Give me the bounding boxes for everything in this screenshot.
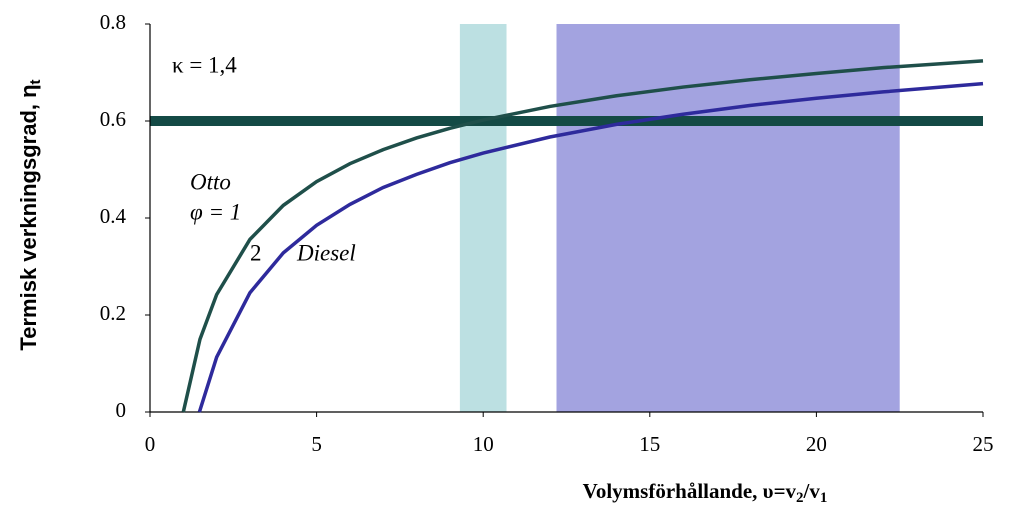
highlight-band <box>556 24 900 412</box>
y-tick-label: 0.6 <box>100 107 126 131</box>
series-line <box>181 59 984 413</box>
y-label-main: Termisk verkningsgrad, η <box>16 84 41 350</box>
x-tick-label: 10 <box>473 432 494 456</box>
annotation: 2 <box>250 240 262 265</box>
y-label-sub: t <box>27 79 44 84</box>
y-tick-label: 0.8 <box>100 10 126 34</box>
series-line <box>197 81 984 413</box>
x-label-sub: 2 <box>796 490 804 506</box>
x-tick-label: 20 <box>806 432 827 456</box>
x-label-sub: 1 <box>820 490 828 506</box>
x-tick-label: 15 <box>639 432 660 456</box>
x-label-part: /v <box>803 479 821 503</box>
x-tick-label: 5 <box>311 432 322 456</box>
annotation: κ = 1,4 <box>172 52 237 77</box>
x-tick-label: 25 <box>973 432 994 456</box>
annotation: Otto <box>190 169 231 194</box>
x-tick-label: 0 <box>145 432 156 456</box>
annotation: φ = 1 <box>190 199 241 224</box>
y-tick-label: 0.4 <box>100 204 127 228</box>
y-tick-label: 0.2 <box>100 301 126 325</box>
x-axis-label: Volymsförhållande, υ=v2/v1 <box>583 479 828 507</box>
x-label-part: Volymsförhållande, υ=v <box>583 479 797 503</box>
highlight-band <box>459 24 507 412</box>
y-tick-label: 0 <box>116 398 127 422</box>
y-axis-label: Termisk verkningsgrad, ηt <box>16 79 44 350</box>
annotation: Diesel <box>296 240 356 265</box>
